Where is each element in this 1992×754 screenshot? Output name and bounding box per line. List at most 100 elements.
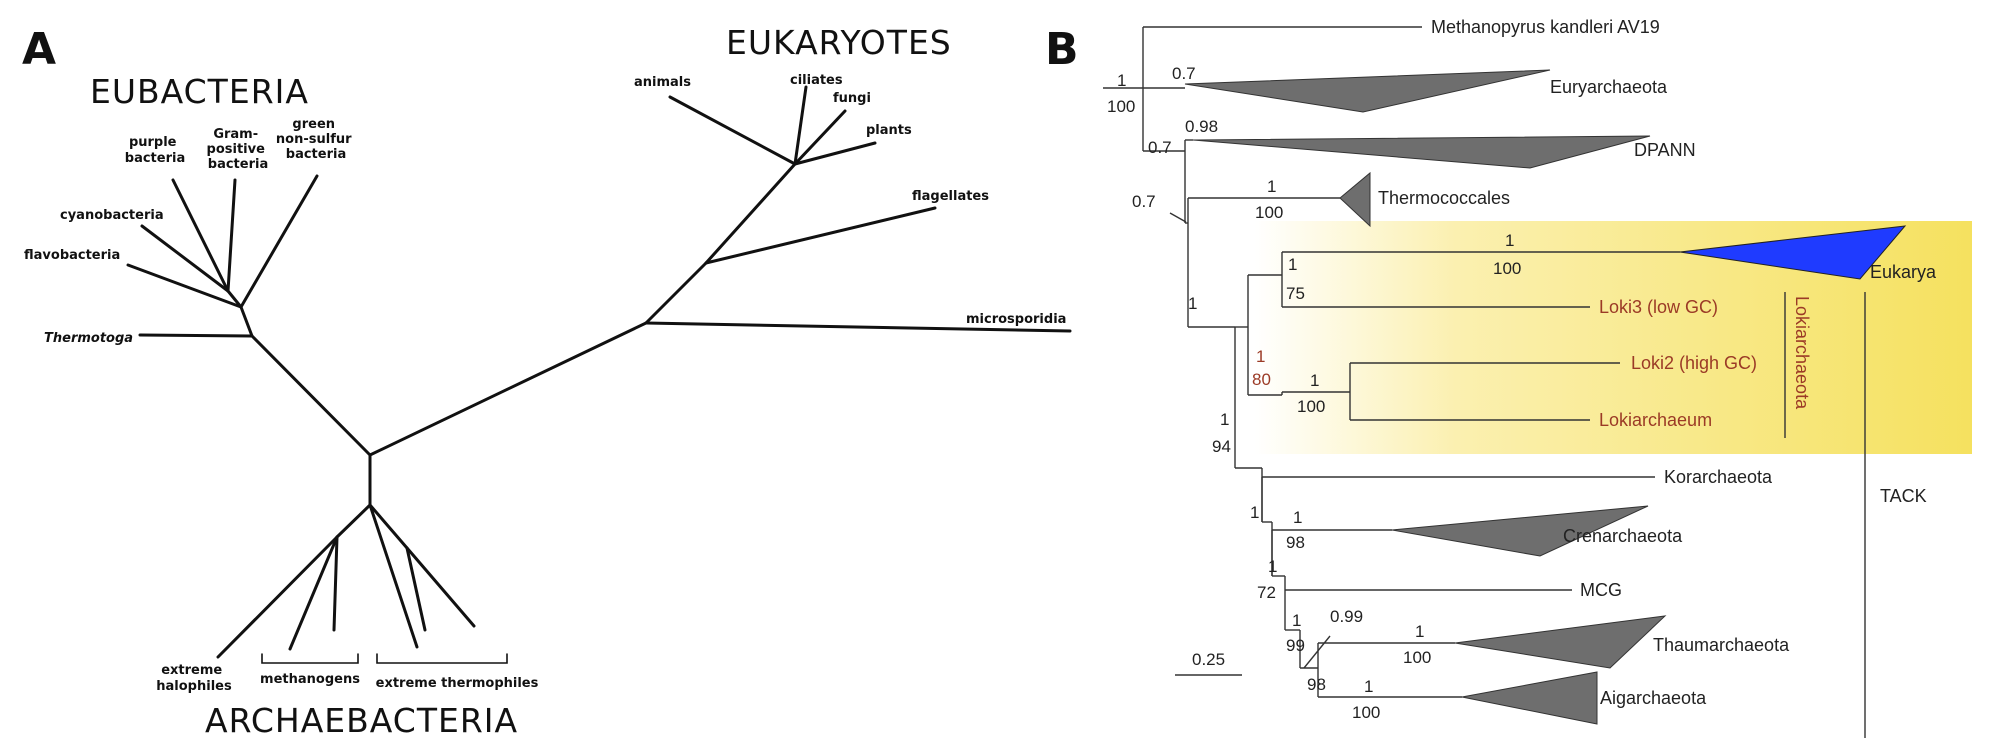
support-asgard-pp: 1 [1256, 347, 1265, 366]
group-eukaryotes: EUKARYOTES [726, 23, 952, 62]
support-thaum-pp: 1 [1415, 622, 1424, 641]
methanogens-bracket [261, 653, 359, 664]
branch-thermophile-b [405, 546, 427, 632]
support-aig-bs: 100 [1352, 703, 1380, 722]
support-thaum-node-pp: 0.99 [1330, 607, 1363, 626]
support-cren-bs: 98 [1286, 533, 1305, 552]
support-thermo-node: 0.7 [1132, 192, 1156, 211]
branch-center-bacteria [250, 334, 372, 457]
label-purple-bacteria: purple bacteria [125, 135, 185, 166]
group-eubacteria: EUBACTERIA [90, 72, 309, 111]
clade-eukarya [1679, 225, 1907, 280]
label-korarchaeota: Korarchaeota [1664, 467, 1773, 487]
support-dpann-pp: 0.98 [1185, 117, 1218, 136]
branch-fungi [793, 109, 847, 166]
support-aig-pp: 1 [1364, 677, 1373, 696]
label-green-nonsulfur-bacteria: green non-sulfur bacteria [276, 117, 356, 162]
support-mcg-bs: 72 [1257, 583, 1276, 602]
clade-crenarchaeota [1391, 505, 1649, 557]
support-eukarya-bs: 100 [1493, 259, 1521, 278]
support-thermo-bs: 100 [1255, 203, 1283, 222]
label-flagellates: flagellates [912, 189, 989, 204]
panel-a-letter: A [22, 24, 56, 75]
support-thaum-bs: 100 [1403, 648, 1431, 667]
label-extreme-thermophiles: extreme thermophiles [376, 676, 539, 691]
label-lokiarchaeota: Lokiarchaeota [1792, 296, 1812, 410]
group-archaebacteria: ARCHAEBACTERIA [205, 701, 518, 740]
label-thermotoga: Thermotoga [44, 331, 133, 346]
support-euk-loki3-pp: 1 [1288, 255, 1297, 274]
support-asgard-bs: 80 [1252, 370, 1271, 389]
edge-node-pointer [1303, 635, 1331, 669]
archaeal-tree [1103, 26, 1680, 698]
branch-euk-stem [644, 261, 708, 325]
branch-thermophile-c [405, 546, 476, 628]
branch-cyanobacteria [140, 224, 230, 293]
label-thermococcales: Thermococcales [1378, 188, 1510, 208]
label-plants: plants [866, 123, 912, 138]
label-animals: animals [634, 75, 691, 90]
label-thaumarchaeota: Thaumarchaeota [1653, 635, 1790, 655]
branch-ciliates [793, 85, 808, 166]
branch-euk-crown [704, 162, 797, 265]
branch-animals [668, 95, 797, 166]
label-crenarchaeota: Crenarchaeota [1563, 526, 1683, 546]
label-aigarchaeota: Aigarchaeota [1600, 688, 1707, 708]
clade-thermococcales [1339, 171, 1371, 228]
support-root-pp: 1 [1117, 71, 1126, 90]
panel-b-letter: B [1045, 24, 1079, 75]
label-mcg: MCG [1580, 580, 1622, 600]
support-thaum-node-bs: 98 [1307, 675, 1326, 694]
clade-dpann [1192, 135, 1651, 169]
label-gram-positive-bacteria: Gram- positive bacteria [207, 127, 270, 172]
edge-thermo-pointer [1169, 212, 1187, 223]
branch-halophiles [216, 535, 339, 659]
branch-thermotoga [138, 333, 254, 338]
support-loki2-pp: 1 [1310, 371, 1319, 390]
support-cren-pp: 1 [1293, 508, 1302, 527]
scale-bar-label: 0.25 [1192, 650, 1225, 669]
panel-b: B [1045, 17, 1972, 738]
branch-methanogen-a [288, 535, 339, 651]
branch-center-eukaryotes [368, 321, 648, 457]
clade-thaumarchaeota [1454, 615, 1667, 669]
branch-purple [171, 178, 230, 293]
support-eukarya-pp: 1 [1505, 231, 1514, 250]
support-eury-pp: 0.7 [1172, 64, 1196, 83]
support-dpann-node: 0.7 [1148, 138, 1172, 157]
label-loki2: Loki2 (high GC) [1631, 353, 1757, 373]
branch-flagellates [704, 206, 937, 265]
thermophiles-bracket [376, 653, 508, 664]
support-euk-loki3-bs: 75 [1286, 284, 1305, 303]
label-tack: TACK [1880, 486, 1927, 506]
label-lokiarchaeum: Lokiarchaeum [1599, 410, 1712, 430]
label-eukarya: Eukarya [1870, 262, 1937, 282]
support-thaum-aig-pp: 1 [1292, 611, 1301, 630]
label-methanopyrus: Methanopyrus kandleri AV19 [1431, 17, 1660, 37]
support-thaum-aig-bs: 99 [1286, 636, 1305, 655]
label-methanogens: methanogens [260, 672, 360, 687]
panel-a: A [22, 23, 1072, 740]
label-microsporidia: microsporidia [966, 312, 1066, 327]
support-root-bs: 100 [1107, 97, 1135, 116]
branch-plants [793, 141, 877, 166]
label-cyanobacteria: cyanobacteria [60, 208, 164, 223]
support-thermo-pp: 1 [1267, 177, 1276, 196]
branch-bact-stem [239, 305, 254, 338]
branch-microsporidia [644, 321, 1072, 333]
branch-methanogen-b [332, 535, 339, 632]
branch-arch-left [335, 503, 372, 539]
label-loki3: Loki3 (low GC) [1599, 297, 1718, 317]
support-loki2-bs: 100 [1297, 397, 1325, 416]
label-extreme-halophiles: extreme halophiles [156, 663, 232, 694]
label-ciliates: ciliates [790, 73, 843, 88]
universal-tree [126, 85, 1072, 664]
label-fungi: fungi [833, 91, 871, 106]
branch-bact-crown [226, 289, 243, 309]
support-main-node: 1 [1188, 294, 1197, 313]
branch-thermophile-a [368, 503, 419, 649]
label-flavobacteria: flavobacteria [24, 248, 120, 263]
support-mcg-pp: 1 [1268, 557, 1277, 576]
label-euryarchaeota: Euryarchaeota [1550, 77, 1668, 97]
